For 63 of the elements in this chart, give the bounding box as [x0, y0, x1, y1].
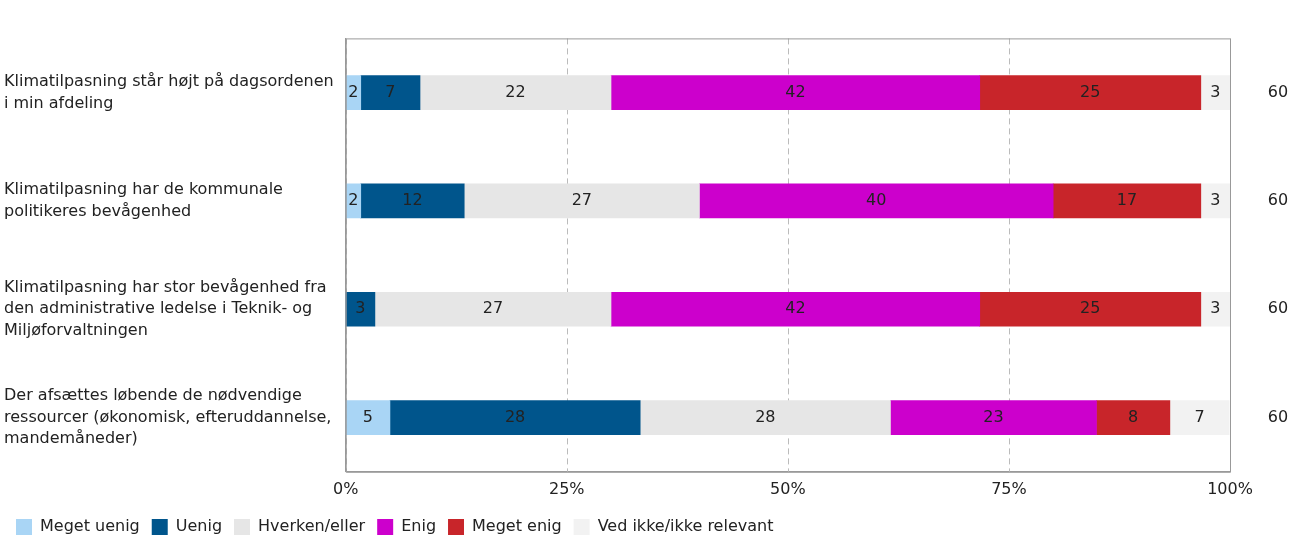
- data-label: 27: [482, 298, 504, 318]
- data-label: 12: [402, 190, 423, 210]
- x-tick-label: 50%: [770, 478, 806, 498]
- data-label: 2: [348, 190, 359, 210]
- bar: [1200, 75, 1230, 110]
- bar: [979, 75, 1202, 110]
- text: 60: [1267, 81, 1289, 101]
- data-label: 40: [866, 190, 887, 210]
- y-tick-label: Klimatilpasning har de kommunale politikeres bevågenhed: [4, 179, 283, 220]
- text: 60: [1267, 406, 1289, 426]
- bar: [610, 291, 981, 327]
- x-tick-label: 75%: [991, 478, 1027, 498]
- bar: [463, 183, 700, 219]
- data-label: 25: [1080, 81, 1101, 101]
- bar: [1096, 400, 1171, 435]
- data-label: 7: [385, 81, 396, 101]
- data-label: 27: [571, 190, 593, 210]
- bar: [1200, 291, 1230, 327]
- data-label: 42: [785, 81, 806, 101]
- data-label: 5: [362, 406, 373, 426]
- x-tick-label: 25%: [549, 478, 585, 498]
- data-label: 3: [1210, 298, 1221, 318]
- bar: [890, 400, 1097, 435]
- bar: [699, 183, 1054, 219]
- y-tick-label: Klimatilpasning har stor bevågenhed fra den administrative ledelse i Teknik- og Miljøforvaltningen: [4, 276, 327, 340]
- bar: [360, 75, 421, 110]
- bar: [1052, 183, 1202, 219]
- text: 60: [1267, 190, 1289, 210]
- data-label: 22: [505, 81, 526, 101]
- data-label: 7: [1194, 406, 1205, 426]
- data-label: 3: [1210, 190, 1221, 210]
- data-label: 42: [785, 298, 806, 318]
- y-tick-label: Klimatilpasning står højt på dagsordenen i min afdeling: [4, 70, 334, 112]
- legend-label: Hverken/eller: [258, 516, 366, 536]
- bar: [345, 291, 376, 327]
- bar: [639, 400, 891, 435]
- data-label: 28: [504, 406, 526, 426]
- data-label: 2: [348, 81, 359, 101]
- bar: [389, 400, 641, 435]
- bar: [374, 291, 612, 327]
- y-tick-label: Der afsættes løbende de nødvendige ressourcer (økonomisk, efteruddannelse, mandemåneder): [4, 385, 332, 448]
- legend-label: Meget uenig: [40, 516, 140, 536]
- legend-label: Enig: [401, 516, 437, 536]
- data-label: 25: [1080, 298, 1101, 318]
- data-label: 8: [1128, 406, 1139, 426]
- bar: [979, 291, 1202, 327]
- x-tick-label: 100%: [1207, 478, 1253, 498]
- bar: [1200, 183, 1230, 219]
- legend-label: Ved ikke/ikke relevant: [597, 516, 774, 536]
- data-label: 3: [1210, 81, 1221, 101]
- data-label: 28: [755, 406, 776, 426]
- bar: [610, 75, 981, 110]
- x-tick-label: 0%: [333, 478, 359, 498]
- data-label: 3: [355, 298, 366, 318]
- bar: [1169, 400, 1230, 435]
- bar: [345, 400, 391, 435]
- bar: [419, 75, 612, 110]
- data-label: 23: [983, 406, 1004, 426]
- legend-label: Meget enig: [472, 516, 562, 536]
- data-label: 17: [1116, 190, 1138, 210]
- legend-label: Uenig: [175, 516, 223, 536]
- text: 60: [1267, 298, 1289, 318]
- bar: [360, 183, 465, 219]
